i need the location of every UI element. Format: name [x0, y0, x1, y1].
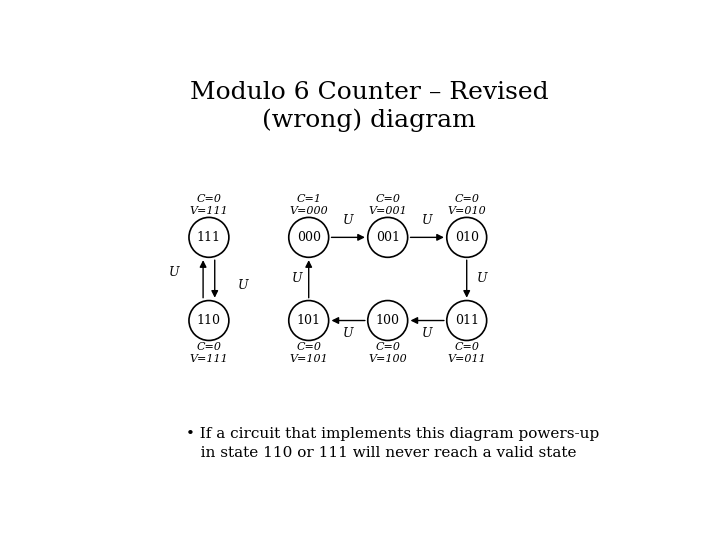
Text: C=0
V=001: C=0 V=001 — [369, 194, 407, 216]
Circle shape — [368, 218, 408, 258]
Text: C=0
V=010: C=0 V=010 — [447, 194, 486, 216]
Text: 001: 001 — [376, 231, 400, 244]
Text: C=0
V=100: C=0 V=100 — [369, 342, 407, 364]
Text: U: U — [169, 266, 180, 279]
Text: C=0
V=101: C=0 V=101 — [289, 342, 328, 364]
Text: C=0
V=011: C=0 V=011 — [447, 342, 486, 364]
Text: 011: 011 — [455, 314, 479, 327]
Text: C=0
V=111: C=0 V=111 — [189, 194, 228, 216]
Circle shape — [289, 301, 328, 341]
Text: U: U — [292, 273, 302, 286]
Text: C=0
V=111: C=0 V=111 — [189, 342, 228, 364]
Text: 010: 010 — [455, 231, 479, 244]
Text: • If a circuit that implements this diagram powers-up
   in state 110 or 111 wil: • If a circuit that implements this diag… — [186, 427, 599, 460]
Text: 100: 100 — [376, 314, 400, 327]
Text: U: U — [422, 214, 433, 227]
Circle shape — [189, 301, 229, 341]
Text: U: U — [343, 327, 354, 340]
Text: C=1
V=000: C=1 V=000 — [289, 194, 328, 216]
Text: 101: 101 — [297, 314, 320, 327]
Text: U: U — [238, 279, 248, 292]
Text: 000: 000 — [297, 231, 320, 244]
Text: U: U — [422, 327, 433, 340]
Circle shape — [289, 218, 328, 258]
Circle shape — [446, 301, 487, 341]
Circle shape — [446, 218, 487, 258]
Text: 110: 110 — [197, 314, 221, 327]
Text: 111: 111 — [197, 231, 221, 244]
Text: U: U — [343, 214, 354, 227]
Circle shape — [368, 301, 408, 341]
Text: U: U — [477, 273, 487, 286]
Circle shape — [189, 218, 229, 258]
Text: Modulo 6 Counter – Revised
(wrong) diagram: Modulo 6 Counter – Revised (wrong) diagr… — [189, 82, 549, 132]
